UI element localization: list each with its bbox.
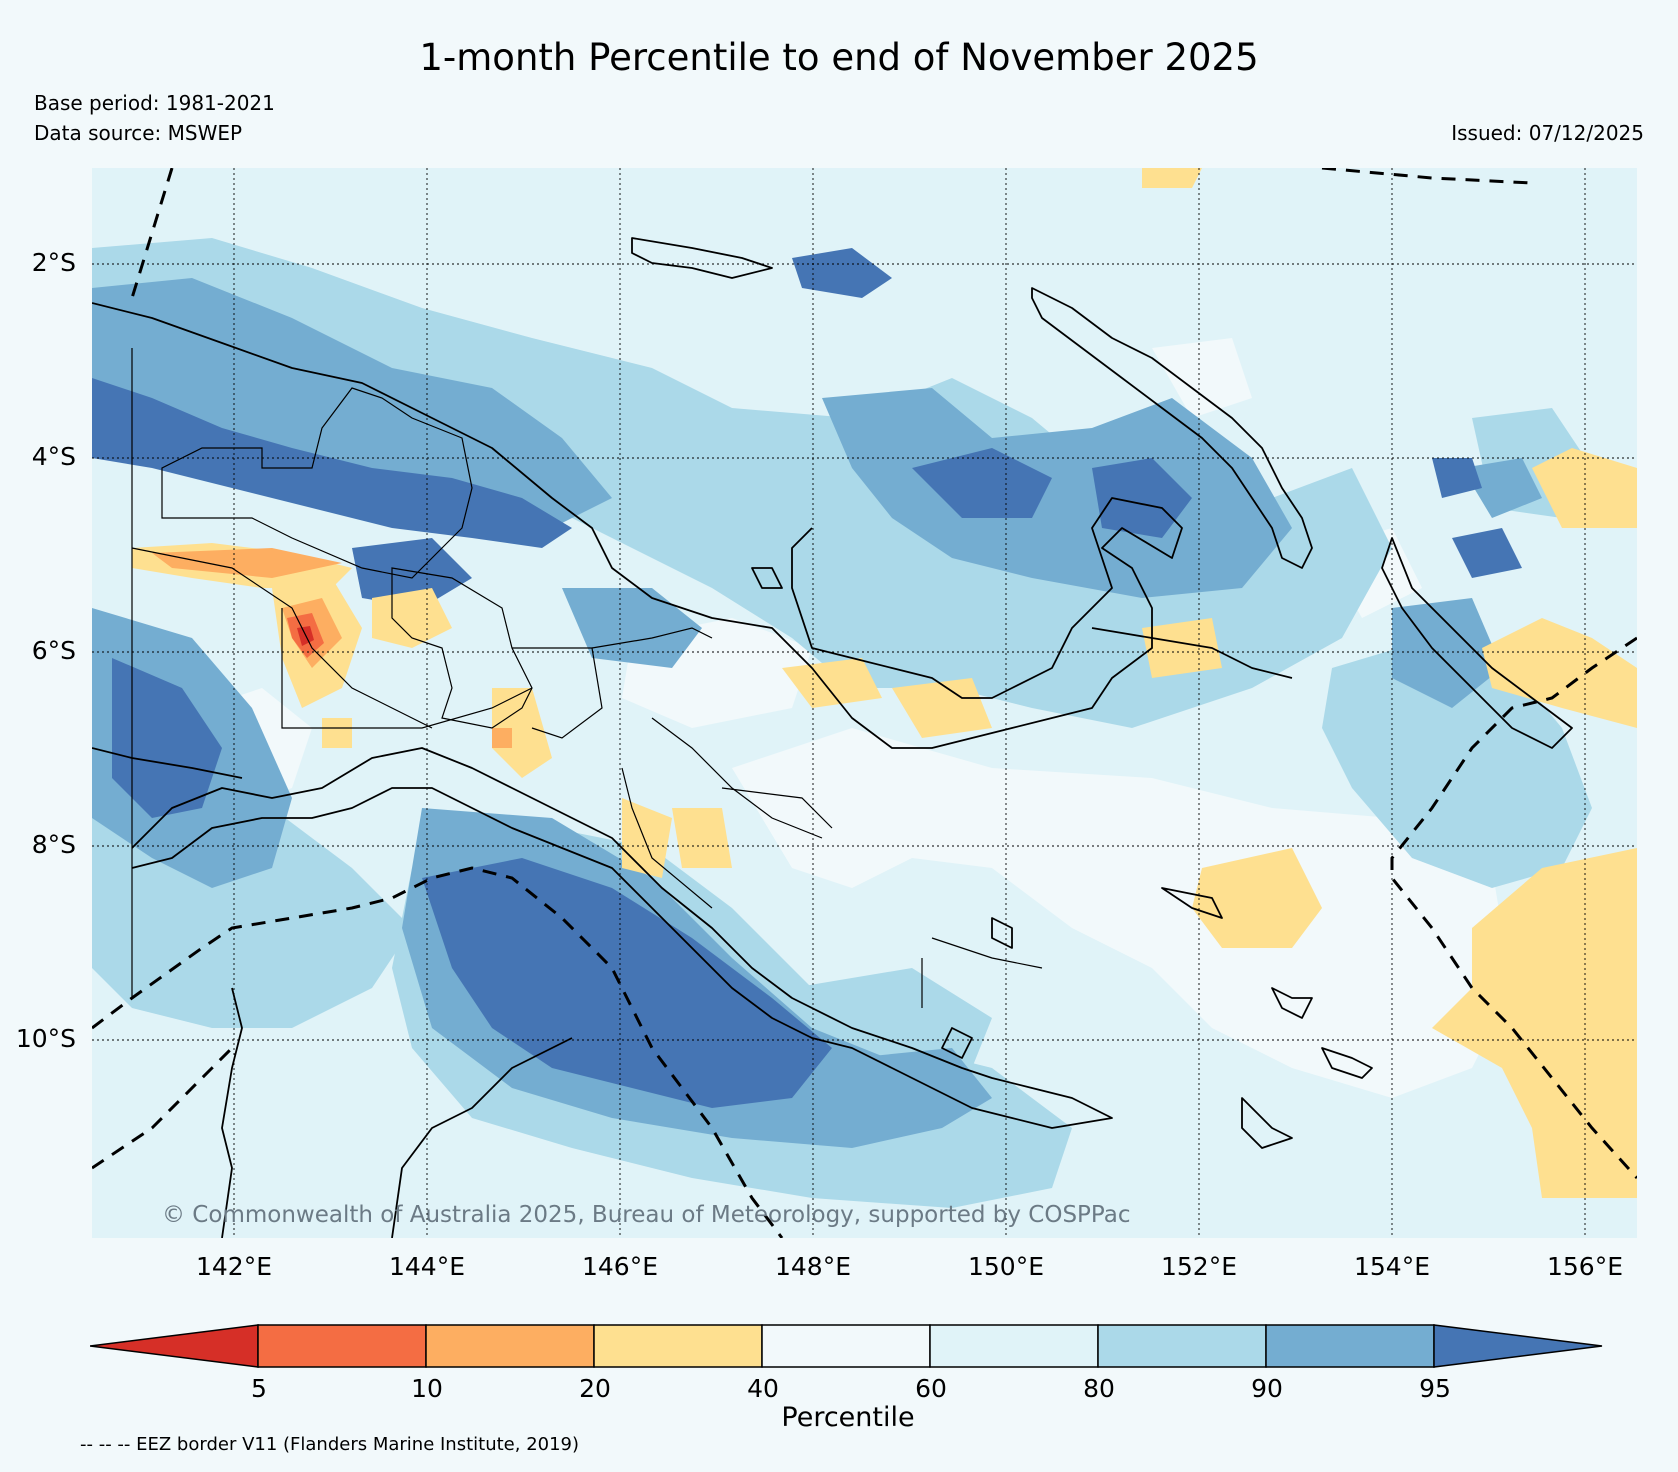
colorbar-segment-below-5 bbox=[89, 1324, 259, 1368]
colorbar-tick-40: 40 bbox=[747, 1374, 779, 1403]
lon-label-154e: 154°E bbox=[1353, 1252, 1430, 1281]
colorbar-tick-95: 95 bbox=[1419, 1374, 1451, 1403]
eez-legend-note: -- -- -- EEZ border V11 (Flanders Marine… bbox=[80, 1434, 580, 1455]
colorbar bbox=[89, 1323, 1606, 1373]
lat-label-6s: 6°S bbox=[31, 636, 76, 665]
percentile-map: © Commonwealth of Australia 2025, Bureau… bbox=[92, 168, 1637, 1238]
lon-label-152e: 152°E bbox=[1160, 1252, 1237, 1281]
colorbar-tick-90: 90 bbox=[1251, 1374, 1283, 1403]
lon-label-146e: 146°E bbox=[581, 1252, 658, 1281]
graticule bbox=[92, 168, 1637, 1238]
colorbar-segment-5-10 bbox=[257, 1324, 427, 1368]
lon-label-156e: 156°E bbox=[1546, 1252, 1623, 1281]
percentile-map-svg: © Commonwealth of Australia 2025, Bureau… bbox=[92, 168, 1637, 1238]
coastline bbox=[92, 237, 1573, 1238]
lon-label-144e: 144°E bbox=[388, 1252, 465, 1281]
colorbar-segment-60-80 bbox=[929, 1324, 1099, 1368]
colorbar-tick-60: 60 bbox=[915, 1374, 947, 1403]
percentile-above-95-areas bbox=[92, 248, 1522, 1108]
province-borders bbox=[131, 348, 1043, 1008]
colorbar-tick-80: 80 bbox=[1083, 1374, 1115, 1403]
data-source-label: Data source: MSWEP bbox=[34, 121, 243, 145]
colorbar-segment-90-95 bbox=[1265, 1324, 1435, 1368]
lon-label-142e: 142°E bbox=[195, 1252, 272, 1281]
colorbar-segment-40-60 bbox=[761, 1324, 931, 1368]
lon-label-148e: 148°E bbox=[774, 1252, 851, 1281]
colorbar-label: Percentile bbox=[781, 1402, 915, 1433]
lat-label-10s: 10°S bbox=[15, 1024, 76, 1053]
base-period-label: Base period: 1981-2021 bbox=[34, 91, 275, 115]
lat-label-4s: 4°S bbox=[31, 442, 76, 471]
issued-date-label: Issued: 07/12/2025 bbox=[1451, 121, 1644, 145]
colorbar-tick-20: 20 bbox=[579, 1374, 611, 1403]
colorbar-segment-above-95 bbox=[1433, 1324, 1603, 1368]
page-title: 1-month Percentile to end of November 20… bbox=[419, 36, 1259, 79]
colorbar-segment-80-90 bbox=[1097, 1324, 1267, 1368]
lat-label-8s: 8°S bbox=[31, 830, 76, 859]
lon-label-150e: 150°E bbox=[967, 1252, 1044, 1281]
lat-label-2s: 2°S bbox=[31, 248, 76, 277]
copyright-notice: © Commonwealth of Australia 2025, Bureau… bbox=[162, 1202, 1131, 1228]
colorbar-svg bbox=[89, 1324, 1603, 1368]
colorbar-segment-10-20 bbox=[425, 1324, 595, 1368]
colorbar-tick-10: 10 bbox=[411, 1374, 443, 1403]
colorbar-segment-20-40 bbox=[593, 1324, 763, 1368]
colorbar-tick-5: 5 bbox=[251, 1374, 267, 1403]
